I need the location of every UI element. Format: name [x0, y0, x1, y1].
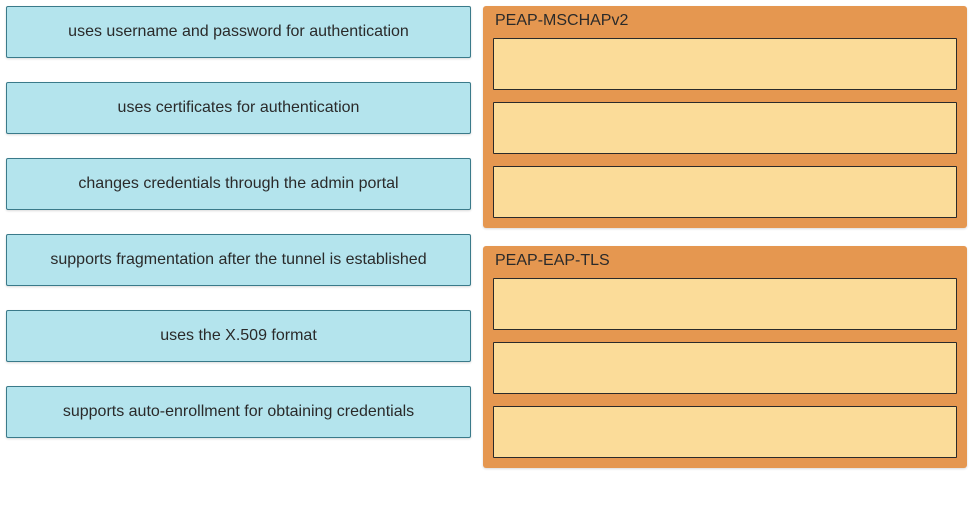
drop-slot[interactable] [493, 102, 957, 154]
draggable-item[interactable]: uses username and password for authentic… [6, 6, 471, 58]
drop-zone-title: PEAP-EAP-TLS [483, 246, 967, 274]
drop-slot[interactable] [493, 166, 957, 218]
draggable-item-label: uses username and password for authentic… [68, 23, 409, 41]
draggable-item[interactable]: uses certificates for authentication [6, 82, 471, 134]
draggable-item-label: changes credentials through the admin po… [78, 175, 398, 193]
drop-zones-column: PEAP-MSCHAPv2 PEAP-EAP-TLS [483, 6, 967, 513]
draggable-item-label: supports auto-enrollment for obtaining c… [63, 403, 414, 421]
draggable-item-label: uses the X.509 format [160, 327, 317, 345]
draggable-item[interactable]: uses the X.509 format [6, 310, 471, 362]
draggable-item[interactable]: supports auto-enrollment for obtaining c… [6, 386, 471, 438]
drag-drop-container: uses username and password for authentic… [0, 0, 973, 519]
drop-slot[interactable] [493, 278, 957, 330]
drop-slot[interactable] [493, 342, 957, 394]
drop-slot[interactable] [493, 406, 957, 458]
drop-zone-peap-mschapv2: PEAP-MSCHAPv2 [483, 6, 967, 228]
draggable-item-label: uses certificates for authentication [118, 99, 360, 117]
draggable-item[interactable]: changes credentials through the admin po… [6, 158, 471, 210]
drop-zone-peap-eap-tls: PEAP-EAP-TLS [483, 246, 967, 468]
drop-zone-title: PEAP-MSCHAPv2 [483, 6, 967, 34]
drop-slot[interactable] [493, 38, 957, 90]
drop-slots [483, 274, 967, 468]
draggable-items-column: uses username and password for authentic… [6, 6, 471, 513]
draggable-item-label: supports fragmentation after the tunnel … [50, 251, 426, 269]
draggable-item[interactable]: supports fragmentation after the tunnel … [6, 234, 471, 286]
drop-slots [483, 34, 967, 228]
